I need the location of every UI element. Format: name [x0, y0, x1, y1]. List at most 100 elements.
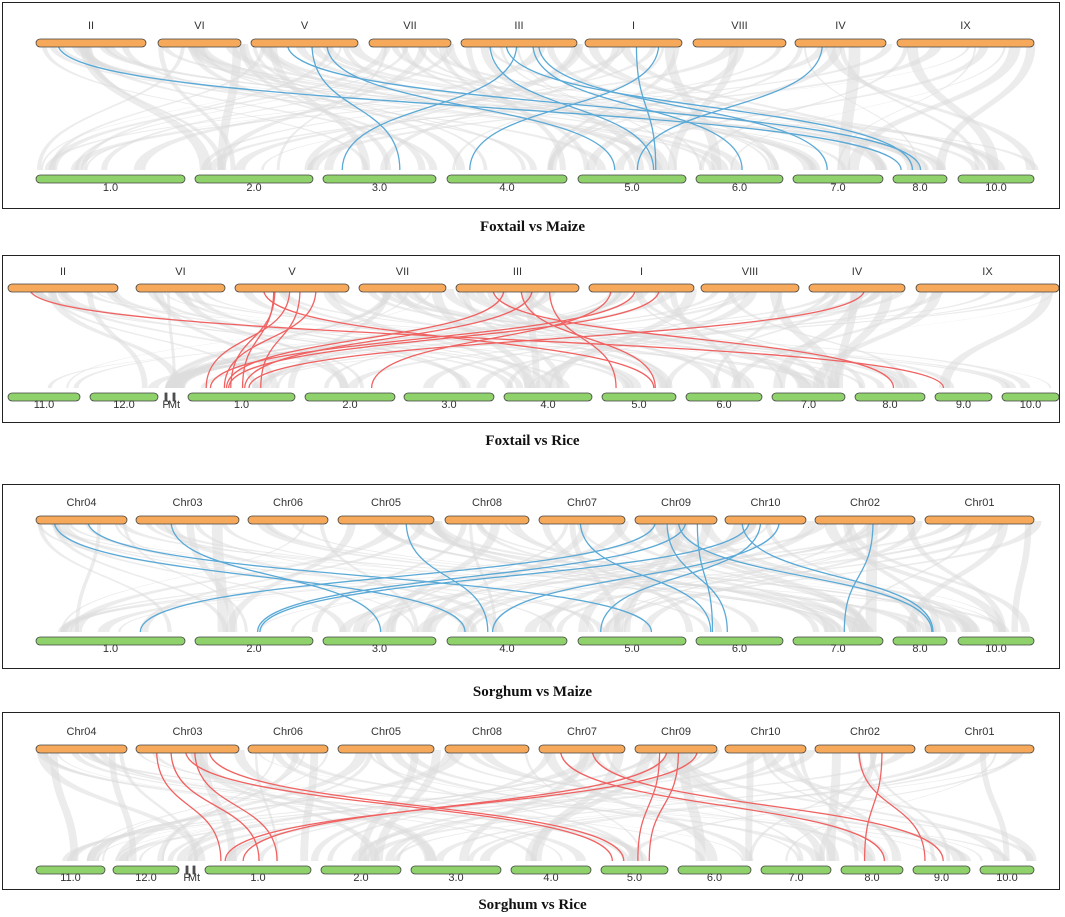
background-link — [769, 289, 840, 388]
bottom-chromosome-bar — [112, 865, 180, 875]
bottom-chromosome-bar — [957, 174, 1035, 184]
top-chromosome-label: VIII — [742, 266, 759, 278]
background-link — [148, 289, 1048, 388]
bottom-chromosome-label: 2.0 — [342, 399, 357, 411]
background-link — [364, 750, 953, 861]
background-link — [36, 750, 586, 861]
background-link — [538, 521, 746, 632]
panel-sorghum-rice: Chr04 Chr03 Chr06 Chr05 Chr08 Chr07 Chr09 Chr10… — [2, 712, 1060, 890]
background-link — [49, 44, 716, 170]
top-chromosome-bar — [368, 38, 452, 48]
top-chromosome-label: Chr04 — [67, 726, 97, 738]
background-link — [818, 750, 877, 861]
background-link — [576, 521, 829, 632]
bottom-chromosome-bar — [194, 174, 314, 184]
synteny-link — [405, 520, 489, 633]
top-chromosome-label: Chr01 — [965, 726, 995, 738]
background-link — [207, 44, 893, 170]
top-chromosome-label: Chr01 — [965, 497, 995, 509]
background-link — [80, 44, 212, 170]
background-link — [158, 44, 236, 170]
synteny-link — [184, 749, 614, 862]
top-chromosome-bar — [247, 744, 329, 754]
synteny-link — [843, 520, 874, 633]
top-chromosome-label: IV — [835, 20, 846, 32]
background-link — [41, 44, 369, 170]
bottom-chromosome-label: 7.0 — [788, 872, 803, 884]
background-link — [358, 750, 676, 861]
background-links — [37, 44, 1039, 170]
background-link — [106, 289, 471, 388]
background-link — [474, 289, 837, 388]
background-link — [37, 44, 185, 170]
bottom-chromosome-label: 3.0 — [372, 643, 387, 655]
background-link — [98, 44, 942, 170]
bottom-chromosome-bar — [979, 865, 1035, 875]
bottom-chromosome-label: 4.0 — [543, 872, 558, 884]
background-link — [118, 521, 953, 632]
top-chromosome-label: Chr03 — [173, 497, 203, 509]
top-chromosome-bar — [724, 744, 807, 754]
bottom-chromosome-bar — [7, 392, 81, 402]
synteny-link — [370, 288, 612, 389]
top-chromosome-bar — [7, 283, 119, 293]
synteny-link — [520, 288, 656, 389]
background-link — [845, 521, 1030, 632]
synteny-link — [256, 520, 687, 633]
top-chromosome-bar — [455, 283, 580, 293]
top-chromosome-bar — [135, 744, 240, 754]
background-link — [252, 289, 885, 388]
bottom-chromosome-bar — [677, 865, 752, 875]
background-link — [52, 521, 606, 632]
top-chromosome-bar — [460, 38, 578, 48]
background-link — [257, 750, 983, 861]
caption-sorghum-rice: Sorghum vs Rice — [478, 897, 587, 913]
bottom-chromosome-label: 8.0 — [882, 399, 897, 411]
bottom-chromosome-label: 5.0 — [627, 872, 642, 884]
bottom-chromosome-label: 1.0 — [103, 182, 118, 194]
background-link — [748, 750, 878, 861]
highlighted-links — [57, 43, 922, 171]
background-link — [256, 521, 837, 632]
top-chromosome-label: Chr09 — [661, 726, 691, 738]
background-link — [438, 44, 590, 170]
top-chromosome-label: IV — [852, 266, 863, 278]
top-chromosome-bar — [915, 283, 1059, 293]
synteny-link — [648, 749, 680, 862]
bottom-chromosome-bar — [771, 392, 846, 402]
bottom-chromosome-bar — [892, 636, 948, 646]
background-link — [906, 44, 1000, 170]
background-link — [173, 289, 615, 388]
bottom-chromosome-label: 10.0 — [996, 872, 1017, 884]
background-link — [187, 750, 373, 861]
background-link — [374, 750, 441, 861]
bottom-chromosome-label: 5.0 — [624, 182, 639, 194]
highlighted-links — [53, 520, 934, 633]
background-link — [534, 289, 831, 388]
background-link — [307, 44, 783, 170]
background-link — [647, 750, 876, 861]
background-link — [530, 750, 624, 861]
bottom-chromosome-bar — [172, 392, 176, 402]
background-link — [324, 44, 584, 170]
caption-sorghum-maize: Sorghum vs Maize — [472, 684, 593, 700]
bottom-chromosome-label: 6.0 — [732, 643, 747, 655]
top-chromosome-label: Chr06 — [273, 497, 303, 509]
background-link — [83, 44, 225, 170]
top-chromosome-label: Chr07 — [567, 726, 597, 738]
background-link — [906, 521, 1007, 632]
bottom-chromosome-label: 5.0 — [624, 643, 639, 655]
background-link — [199, 750, 237, 861]
background-link — [47, 289, 183, 388]
background-link — [461, 289, 564, 388]
background-link — [76, 44, 607, 170]
bottom-chromosome-bar — [192, 865, 196, 875]
bottom-chromosome-label: 8.0 — [864, 872, 879, 884]
bottom-chromosome-bar — [792, 636, 884, 646]
background-link — [81, 44, 438, 170]
top-chromosome-label: III — [514, 20, 523, 32]
background-link — [49, 521, 865, 632]
background-link — [166, 289, 177, 388]
bottom-chromosome-label: 9.0 — [956, 399, 971, 411]
background-link — [165, 289, 393, 388]
